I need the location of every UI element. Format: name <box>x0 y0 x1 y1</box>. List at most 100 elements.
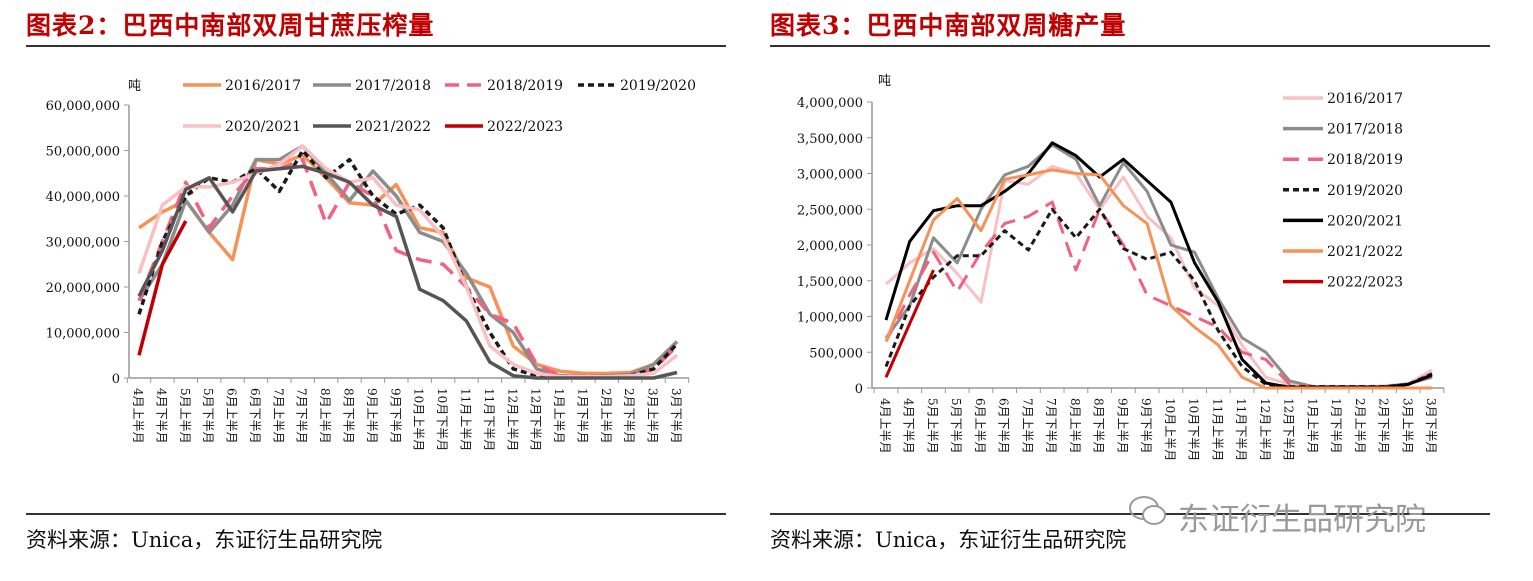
legend-label: 2018/2019 <box>1327 152 1403 168</box>
x-tick-label: 8月下半月 <box>1092 398 1106 454</box>
legend-label: 2016/2017 <box>1327 91 1403 107</box>
wechat-icon <box>1129 496 1166 525</box>
x-tick-label: 4月上半月 <box>878 398 892 454</box>
x-tick-label: 10月上半月 <box>412 388 426 451</box>
series-line-2022-2023 <box>137 220 188 356</box>
x-tick-label: 12月下半月 <box>529 388 543 451</box>
x-tick-label: 11月上半月 <box>458 388 472 451</box>
legend-label: 2020/2021 <box>1327 213 1403 229</box>
x-tick-label: 7月下半月 <box>295 388 309 444</box>
x-tick-label: 8月上半月 <box>318 388 332 444</box>
x-tick-label: 1月上半月 <box>552 388 566 444</box>
x-tick-label: 1月下半月 <box>1329 398 1343 454</box>
title-divider-left <box>26 45 726 47</box>
x-tick-label: 5月下半月 <box>949 398 963 454</box>
series-line-2017-2018 <box>137 144 679 379</box>
series-line-2021-2022 <box>137 164 678 380</box>
x-tick-label: 11月下半月 <box>1234 398 1248 461</box>
x-tick-label: 3月上半月 <box>646 388 660 444</box>
y-tick-label: 500,000 <box>809 346 863 361</box>
x-tick-label: 12月上半月 <box>505 388 519 451</box>
x-tick-label: 7月上半月 <box>271 388 285 444</box>
x-tick-label: 5月下半月 <box>201 388 215 444</box>
x-tick-label: 10月上半月 <box>1163 398 1177 461</box>
legend-label: 2016/2017 <box>225 78 301 94</box>
y-tick-label: 10,000,000 <box>46 327 120 342</box>
source-divider-right <box>770 513 1490 515</box>
x-tick-label: 3月下半月 <box>1424 398 1438 454</box>
legend-label: 2022/2023 <box>1327 275 1403 291</box>
y-tick-label: 60,000,000 <box>46 99 120 114</box>
x-tick-label: 9月下半月 <box>388 388 402 444</box>
series-line-2018-2019 <box>884 200 1433 389</box>
x-tick-label: 11月下半月 <box>482 388 496 451</box>
series-line-2016-2017 <box>138 153 679 376</box>
x-tick-label: 8月下半月 <box>342 388 356 444</box>
chart-title-sugar: 图表3：巴西中南部双周糖产量 <box>770 11 1127 40</box>
x-tick-label: 3月下半月 <box>669 388 683 444</box>
x-tick-label: 12月上半月 <box>1258 398 1272 461</box>
series-line-2018-2019 <box>137 157 679 379</box>
source-divider-left <box>26 513 726 515</box>
x-tick-label: 7月下半月 <box>1044 398 1058 454</box>
y-tick-label: 30,000,000 <box>46 236 120 251</box>
y-tick-label: 40,000,000 <box>46 190 120 205</box>
legend-label: 2017/2018 <box>1327 122 1403 138</box>
x-tick-label: 6月下半月 <box>248 388 262 444</box>
x-tick-label: 6月上半月 <box>225 388 239 444</box>
y-axis-unit: 吨 <box>128 79 141 94</box>
legend-label: 2019/2020 <box>620 78 696 94</box>
y-tick-label: 0 <box>855 382 863 397</box>
x-tick-label: 7月上半月 <box>1020 398 1034 454</box>
x-tick-label: 5月上半月 <box>925 398 939 454</box>
x-tick-label: 6月下半月 <box>997 398 1011 454</box>
y-tick-label: 50,000,000 <box>46 145 120 160</box>
x-tick-label: 9月下半月 <box>1139 398 1153 454</box>
x-tick-label: 4月下半月 <box>154 388 168 444</box>
y-tick-label: 3,000,000 <box>797 168 863 183</box>
y-tick-label: 2,000,000 <box>797 239 863 254</box>
x-tick-label: 1月上半月 <box>1305 398 1319 454</box>
y-tick-label: 1,500,000 <box>797 275 863 290</box>
x-tick-label: 8月上半月 <box>1068 398 1082 454</box>
x-tick-label: 10月下半月 <box>435 388 449 451</box>
y-tick-label: 3,500,000 <box>797 132 863 147</box>
x-tick-label: 9月上半月 <box>365 388 379 444</box>
x-tick-label: 12月下半月 <box>1282 398 1296 461</box>
series-line-2022-2023 <box>884 269 935 378</box>
y-tick-label: 20,000,000 <box>46 281 120 296</box>
x-tick-label: 6月上半月 <box>973 398 987 454</box>
watermark: 东证衍生品研究院 <box>1178 502 1426 538</box>
legend-label: 2019/2020 <box>1327 183 1403 199</box>
series-line-2020-2021 <box>137 144 679 379</box>
source-note-left: 资料来源：Unica，东证衍生品研究院 <box>26 528 383 552</box>
legend-label: 2018/2019 <box>487 78 563 94</box>
x-tick-label: 2月上半月 <box>599 388 613 444</box>
title-divider-right <box>770 45 1490 47</box>
legend-label: 2017/2018 <box>355 78 431 94</box>
x-tick-label: 9月上半月 <box>1115 398 1129 454</box>
legend-label: 2022/2023 <box>487 119 563 135</box>
legend-label: 2021/2022 <box>355 119 431 135</box>
y-tick-label: 2,500,000 <box>797 203 863 218</box>
y-tick-label: 0 <box>112 372 120 387</box>
x-tick-label: 1月下半月 <box>575 388 589 444</box>
x-tick-label: 11月上半月 <box>1210 398 1224 461</box>
x-tick-label: 2月上半月 <box>1353 398 1367 454</box>
chart-title-crushing: 图表2：巴西中南部双周甘蔗压榨量 <box>26 11 435 40</box>
legend-label: 2021/2022 <box>1327 244 1403 260</box>
series-line-2021-2022 <box>884 168 1432 390</box>
x-tick-label: 4月上半月 <box>131 388 145 444</box>
legend-label: 2020/2021 <box>225 119 301 135</box>
x-tick-label: 2月下半月 <box>1377 398 1391 454</box>
x-tick-label: 4月下半月 <box>902 398 916 454</box>
x-tick-label: 5月上半月 <box>178 388 192 444</box>
x-tick-label: 2月下半月 <box>622 388 636 444</box>
x-tick-label: 3月上半月 <box>1400 398 1414 454</box>
y-tick-label: 1,000,000 <box>797 311 863 326</box>
source-note-right: 资料来源：Unica，东证衍生品研究院 <box>770 528 1127 552</box>
y-tick-label: 4,000,000 <box>797 96 863 111</box>
y-axis-unit: 吨 <box>878 74 891 89</box>
x-tick-label: 10月下半月 <box>1187 398 1201 461</box>
